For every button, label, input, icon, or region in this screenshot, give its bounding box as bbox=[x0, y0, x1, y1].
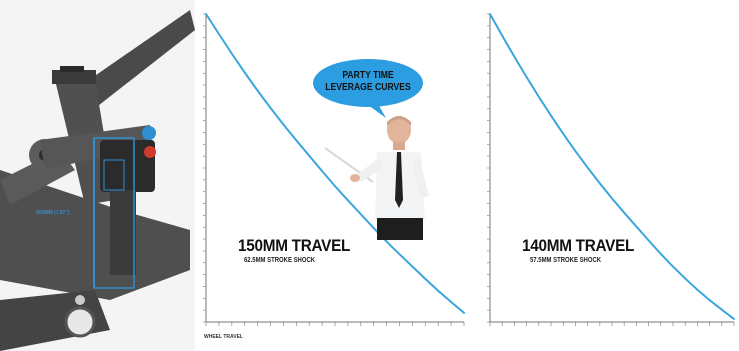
speech-bubble: PARTY TIME LEVERAGE CURVES bbox=[312, 58, 424, 118]
speech-bubble-text: PARTY TIME LEVERAGE CURVES bbox=[325, 69, 411, 93]
chart-ticks bbox=[487, 13, 735, 326]
speech-bubble-shape bbox=[313, 59, 423, 118]
x-axis-label: WHEEL TRAVEL bbox=[204, 334, 243, 340]
presenter-figure bbox=[325, 116, 429, 240]
chart-title-140mm: 140MM TRAVEL bbox=[522, 236, 635, 255]
shock-measurement-label: 200MM (7.87") bbox=[36, 210, 70, 216]
chart-subtitle-150mm: 62.5MM STROKE SHOCK bbox=[244, 257, 316, 264]
leverage-curve-chart-150mm bbox=[203, 13, 465, 326]
series-line bbox=[205, 13, 465, 314]
chart-axes bbox=[489, 14, 734, 323]
series-line bbox=[489, 13, 735, 320]
chart-subtitle-140mm: 57.5MM STROKE SHOCK bbox=[530, 257, 602, 264]
leverage-curve-chart-140mm bbox=[487, 13, 735, 326]
chart-ticks bbox=[203, 13, 465, 326]
bike-frame-photo: 200MM (7.87") bbox=[0, 0, 195, 351]
chart-title-150mm: 150MM TRAVEL bbox=[238, 236, 351, 255]
bike-frame-illustration bbox=[0, 0, 195, 351]
